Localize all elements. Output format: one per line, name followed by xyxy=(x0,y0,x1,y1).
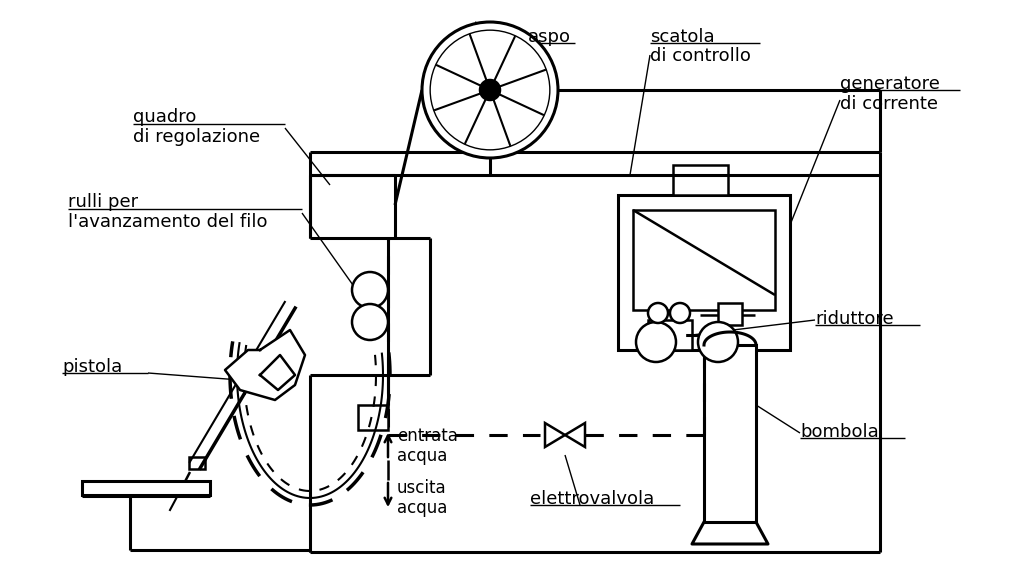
Circle shape xyxy=(480,80,500,100)
Polygon shape xyxy=(225,330,305,400)
Text: elettrovalvola: elettrovalvola xyxy=(530,490,654,508)
Circle shape xyxy=(698,322,738,362)
Circle shape xyxy=(352,304,388,340)
Text: di regolazione: di regolazione xyxy=(133,128,260,146)
Bar xyxy=(705,345,756,522)
Text: pistola: pistola xyxy=(62,358,122,376)
Bar xyxy=(648,320,692,350)
Circle shape xyxy=(670,303,690,323)
Polygon shape xyxy=(260,355,295,390)
Bar xyxy=(189,457,205,469)
Circle shape xyxy=(636,322,676,362)
Text: rulli per: rulli per xyxy=(68,193,138,211)
Text: entrata: entrata xyxy=(397,427,458,445)
Text: generatore: generatore xyxy=(840,75,940,93)
Circle shape xyxy=(422,22,558,158)
Circle shape xyxy=(352,272,388,308)
Bar xyxy=(618,195,790,350)
Bar xyxy=(82,481,210,495)
Text: aspo: aspo xyxy=(528,28,571,46)
Text: quadro: quadro xyxy=(133,108,197,126)
Circle shape xyxy=(430,30,550,150)
Text: di corrente: di corrente xyxy=(840,95,938,113)
Bar xyxy=(673,165,728,195)
Text: di controllo: di controllo xyxy=(650,47,751,65)
Text: uscita: uscita xyxy=(397,479,446,497)
Text: l'avanzamento del filo: l'avanzamento del filo xyxy=(68,213,267,231)
Text: riduttore: riduttore xyxy=(815,310,894,328)
Bar xyxy=(633,210,775,310)
Text: acqua: acqua xyxy=(397,499,447,517)
Bar xyxy=(718,303,742,325)
Text: bombola: bombola xyxy=(800,423,879,441)
Text: acqua: acqua xyxy=(397,447,447,465)
Circle shape xyxy=(648,303,668,323)
Bar xyxy=(358,405,388,430)
Text: scatola: scatola xyxy=(650,28,715,46)
